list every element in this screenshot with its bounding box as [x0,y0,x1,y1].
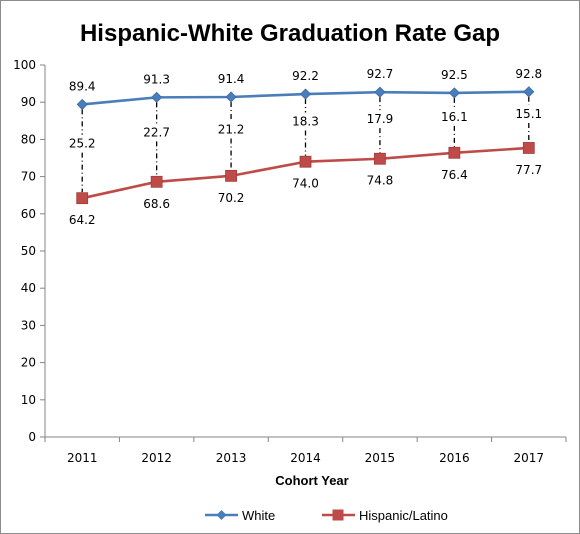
y-tick-label: 60 [21,207,36,221]
series-group [76,86,535,205]
white-value-label: 92.8 [515,67,542,81]
hispanic-point-marker [374,152,386,165]
hispanic-value-label: 74.8 [367,174,394,188]
white-value-label: 92.7 [367,67,394,81]
hispanic-value-label: 64.2 [69,213,96,227]
hispanic-point-marker [448,146,461,159]
white-point-marker [299,88,312,100]
axes: 0 10 20 30 40 50 60 70 80 90 100 2011 2012 2013 2014 20… [13,58,567,465]
x-tick-label: 2015 [365,451,396,465]
white-point-marker [448,87,460,99]
y-tick-label: 0 [28,430,36,444]
legend: White Hispanic/Latino [205,508,448,523]
x-tick-label: 2016 [439,451,470,465]
white-point-marker [523,86,535,98]
white-value-label: 89.4 [69,79,96,93]
hispanic-point-marker [299,155,312,168]
gap-connectors [81,96,530,193]
hispanic-value-label: 77.7 [515,163,542,177]
y-tick-label: 90 [21,95,36,109]
gap-value-label: 25.2 [69,137,96,151]
gap-value-label: 17.9 [367,112,394,126]
white-point-marker [374,86,386,98]
hispanic-point-marker [225,169,237,182]
hispanic-value-label: 74.0 [292,177,319,191]
legend-hispanic-marker [332,509,344,521]
y-tick-label: 30 [21,318,36,332]
y-tick-label: 50 [21,244,36,258]
y-tick-label: 20 [21,356,36,370]
gap-value-label: 16.1 [441,110,468,124]
white-value-label: 92.2 [292,69,319,83]
x-tick-label: 2014 [290,451,321,465]
hispanic-value-label: 70.2 [218,191,245,205]
x-tick-label: 2012 [141,451,172,465]
y-tick-label: 10 [21,393,36,407]
chart-title: Hispanic-White Graduation Rate Gap [80,20,500,47]
hispanic-value-label: 68.6 [143,197,170,211]
x-tick-label: 2011 [67,451,98,465]
gap-value-label: 18.3 [292,114,319,128]
y-tick-label: 80 [21,132,36,146]
white-point-marker [151,91,163,103]
data-labels: 25.2 22.7 21.2 18.3 17.9 16.1 15.1 89.4 91.3 91.4… [69,67,542,227]
gap-value-label: 22.7 [143,125,170,139]
hispanic-point-marker [76,192,89,205]
hispanic-point-marker [150,175,163,188]
x-tick-label: 2017 [514,451,545,465]
white-value-label: 91.4 [218,72,245,86]
legend-hispanic-label: Hispanic/Latino [359,508,448,523]
white-value-label: 91.3 [143,72,170,86]
legend-white-label: White [242,508,275,523]
white-point-marker [225,91,237,103]
hispanic-value-label: 76.4 [441,168,468,182]
x-axis-title: Cohort Year [275,473,348,488]
gap-value-label: 15.1 [515,107,542,121]
white-point-marker [76,98,88,110]
white-value-label: 92.5 [441,68,468,82]
x-tick-label: 2013 [216,451,247,465]
y-tick-label: 40 [21,281,36,295]
y-tick-label: 70 [21,170,36,184]
gap-value-label: 21.2 [218,122,245,136]
hispanic-point-marker [522,142,535,154]
y-tick-label: 100 [13,58,36,72]
legend-white-marker [216,510,227,520]
